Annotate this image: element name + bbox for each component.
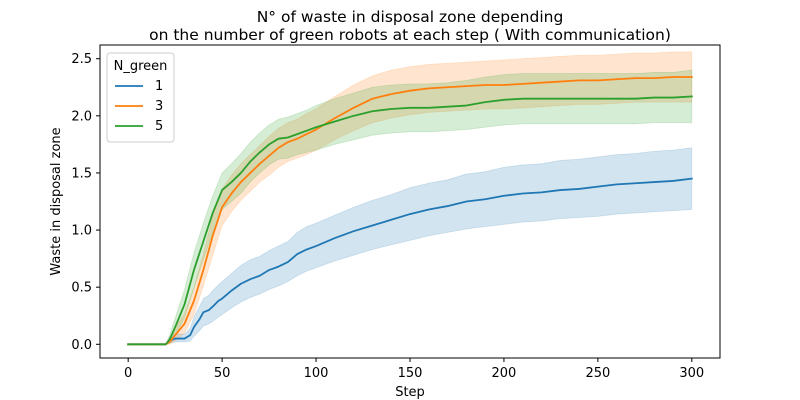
legend-title: N_green [114, 59, 168, 74]
legend-layer: N_green 1 3 5 [106, 52, 175, 143]
y-tick-label: 1.5 [71, 166, 92, 181]
x-tick-label: 250 [585, 366, 610, 381]
legend-label-3: 3 [155, 99, 163, 114]
series-line-1 [127, 177, 693, 346]
y-tick-label: 0.5 [71, 281, 92, 296]
x-tick-label: 0 [124, 366, 132, 381]
y-tick-label: 2.5 [71, 52, 92, 67]
y-tick-label: 1.0 [71, 224, 92, 239]
series-line-5 [127, 95, 693, 346]
x-axis-label: Step [395, 385, 425, 400]
y-tick-label: 2.0 [71, 109, 92, 124]
legend-label-1: 1 [155, 79, 163, 94]
chart-title-line-2: on the number of green robots at each st… [149, 26, 671, 44]
series-lines-layer [127, 76, 693, 346]
series-line-3 [127, 76, 693, 346]
legend-box [106, 52, 175, 143]
legend-label-5: 5 [155, 119, 163, 134]
x-tick-label: 50 [214, 366, 231, 381]
confidence-bands-layer [128, 51, 693, 345]
labels-layer: Step Waste in disposal zone N° of waste in… [49, 8, 671, 400]
x-tick-label: 150 [398, 366, 423, 381]
y-tick-label: 0.0 [71, 338, 92, 353]
x-tick-label: 300 [679, 366, 704, 381]
y-axis-label: Waste in disposal zone [49, 127, 64, 275]
chart-title-line-1: N° of waste in disposal zone depending [257, 8, 564, 26]
x-tick-label: 200 [492, 366, 517, 381]
x-tick-label: 100 [304, 366, 329, 381]
ticks-layer: 0 50 100 150 200 250 300 0.0 0.5 1.0 1.5 2.0 2.5 [71, 52, 704, 381]
